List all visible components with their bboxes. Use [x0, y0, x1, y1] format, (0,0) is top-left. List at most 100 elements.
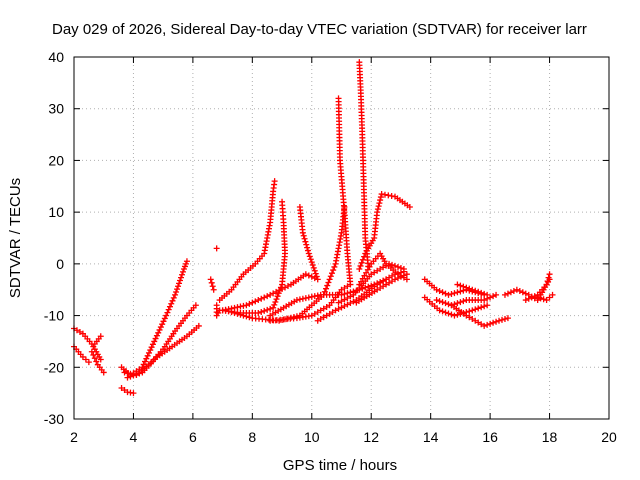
series-arc-x: [421, 276, 488, 298]
data-point-marker: [272, 298, 279, 305]
series-arc-u: [353, 271, 410, 306]
data-point-marker: [267, 305, 274, 312]
data-point-marker: [519, 289, 526, 296]
series-arc-s: [335, 260, 407, 306]
data-point-marker: [97, 333, 104, 340]
data-point-marker: [490, 293, 497, 300]
data-point-marker: [231, 309, 238, 316]
x-tick-label: 8: [248, 429, 256, 445]
data-point-marker: [400, 272, 407, 279]
series-arc-a: [71, 325, 104, 363]
data-point-marker: [377, 194, 384, 201]
data-point-marker: [376, 200, 383, 207]
series-arc-m: [219, 198, 289, 316]
data-point-marker: [323, 285, 330, 292]
data-point-marker: [255, 309, 262, 316]
data-point-marker: [392, 262, 398, 269]
data-point-marker: [133, 371, 140, 378]
data-point-marker: [475, 305, 482, 312]
data-point-marker: [472, 287, 479, 294]
data-point-marker: [436, 307, 443, 314]
data-point-marker: [490, 319, 497, 326]
data-point-marker: [303, 241, 310, 248]
data-point-marker: [153, 332, 160, 339]
data-point-marker: [174, 286, 181, 293]
data-point-marker: [301, 235, 308, 242]
data-point-marker: [469, 307, 476, 314]
data-point-marker: [312, 270, 319, 277]
data-point-marker: [177, 277, 184, 284]
plot-frame: [73, 56, 610, 420]
data-point-marker: [304, 247, 311, 254]
data-point-marker: [255, 297, 262, 304]
data-point-marker: [127, 373, 134, 380]
data-point-marker: [448, 291, 455, 298]
data-point-marker: [403, 276, 410, 283]
x-tick-label: 2: [70, 429, 78, 445]
data-point-marker: [463, 284, 470, 291]
data-point-marker: [397, 273, 404, 280]
series-arc-ae: [534, 291, 556, 304]
data-point-marker: [149, 341, 156, 348]
data-point-marker: [493, 318, 500, 325]
data-point-marker: [93, 358, 100, 365]
data-point-marker: [163, 312, 170, 319]
y-tick-label: -20: [44, 359, 64, 375]
data-point-marker: [311, 267, 318, 274]
data-point-marker: [460, 298, 467, 305]
data-point-marker: [172, 291, 179, 298]
data-point-marker: [457, 288, 464, 295]
data-point-marker: [513, 286, 520, 293]
data-point-marker: [454, 300, 461, 307]
chart-title: Day 029 of 2026, Sidereal Day-to-day VTE…: [52, 21, 587, 38]
series-arc-v: [356, 59, 372, 270]
data-point-marker: [436, 288, 443, 295]
data-point-marker: [192, 302, 199, 309]
data-point-marker: [454, 289, 461, 296]
data-point-marker: [173, 289, 180, 296]
data-point-marker: [484, 291, 491, 298]
series-arc-e: [118, 384, 137, 397]
data-point-marker: [375, 203, 382, 210]
data-point-marker: [499, 316, 505, 323]
data-point-marker: [156, 326, 163, 333]
data-point-marker: [403, 271, 410, 278]
data-point-marker: [484, 302, 491, 309]
data-point-marker: [273, 296, 280, 303]
data-point-marker: [356, 266, 363, 273]
data-point-marker: [147, 347, 154, 354]
data-point-marker: [307, 256, 314, 263]
x-axis-label: GPS time / hours: [283, 457, 397, 474]
data-point-marker: [451, 312, 458, 319]
data-point-marker: [88, 348, 95, 355]
x-tick-label: 12: [363, 429, 379, 445]
data-point-marker: [525, 295, 532, 302]
data-point-marker: [365, 283, 372, 290]
data-point-marker: [331, 263, 338, 270]
data-point-marker: [143, 355, 150, 362]
data-point-marker: [148, 344, 155, 351]
data-point-marker: [545, 274, 552, 281]
data-point-marker: [213, 245, 220, 252]
y-tick-label: 30: [48, 101, 64, 117]
data-point-marker: [330, 267, 337, 274]
data-point-marker: [306, 253, 313, 260]
series-arc-aa: [448, 302, 511, 329]
data-point-marker: [274, 293, 281, 300]
data-point-marker: [261, 294, 268, 301]
data-point-marker: [406, 203, 413, 210]
data-point-marker: [496, 317, 503, 324]
data-point-marker: [493, 291, 500, 298]
data-point-marker: [361, 253, 368, 260]
data-point-marker: [258, 295, 265, 302]
data-point-marker: [544, 278, 551, 285]
data-point-marker: [243, 313, 250, 320]
data-point-marker: [326, 276, 333, 283]
data-point-marker: [309, 262, 316, 269]
data-point-marker: [394, 263, 401, 270]
data-point-marker: [195, 322, 202, 329]
data-point-marker: [374, 206, 381, 213]
data-point-marker: [537, 295, 544, 302]
data-point-marker: [91, 355, 98, 362]
data-point-marker: [85, 359, 92, 366]
